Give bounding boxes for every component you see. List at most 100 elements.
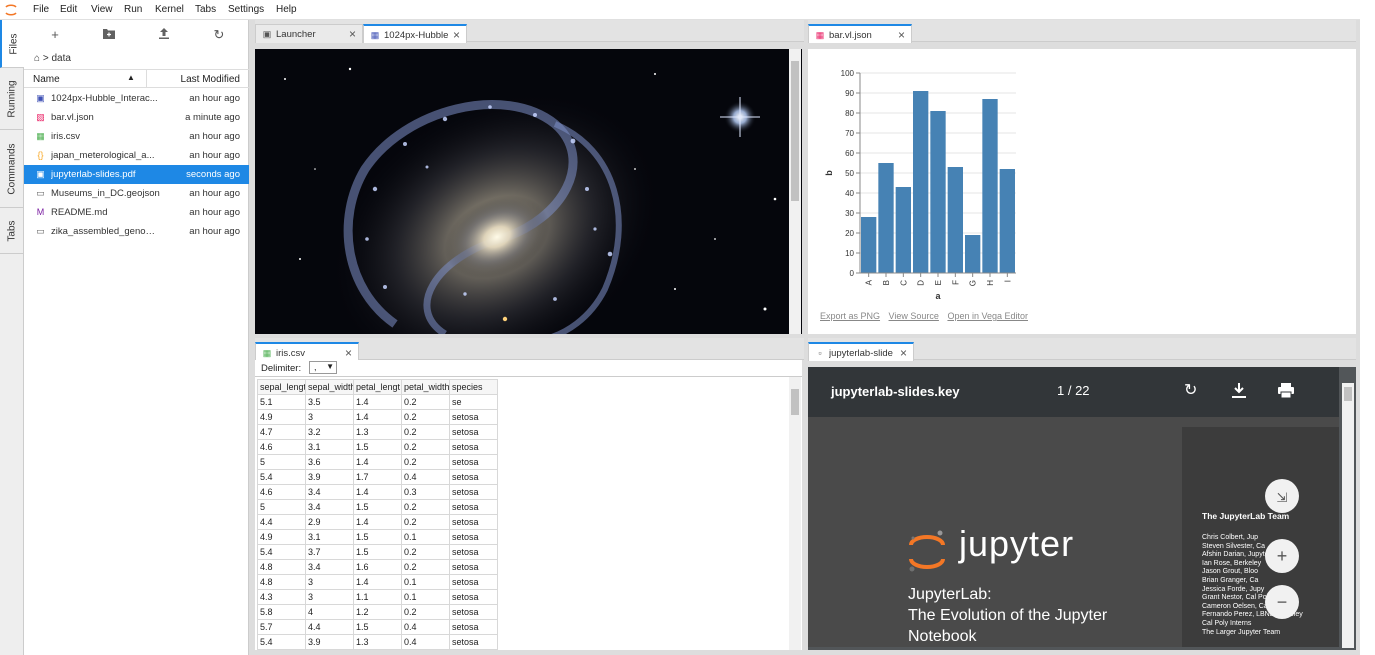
csv-cell[interactable]: setosa: [449, 424, 498, 440]
image-scrollbar[interactable]: [789, 49, 801, 334]
csv-cell[interactable]: 5: [257, 454, 306, 470]
csv-cell[interactable]: 4.4: [305, 619, 354, 635]
csv-cell[interactable]: 0.1: [401, 574, 450, 590]
zoom-out-button[interactable]: −: [1265, 585, 1299, 619]
csv-cell[interactable]: 4.6: [257, 439, 306, 455]
csv-cell[interactable]: 4.4: [257, 514, 306, 530]
csv-cell[interactable]: 5.7: [257, 619, 306, 635]
tab-slides-pdf[interactable]: ▫ jupyterlab-slide ×: [808, 342, 914, 361]
csv-scrollbar[interactable]: [789, 377, 801, 650]
csv-cell[interactable]: 0.4: [401, 634, 450, 650]
close-icon[interactable]: ×: [452, 28, 460, 42]
csv-cell[interactable]: 1.4: [353, 409, 402, 425]
menu-run[interactable]: Run: [124, 4, 143, 15]
file-row[interactable]: ▭ Museums_in_DC.geojson an hour ago: [24, 184, 249, 203]
menu-help[interactable]: Help: [276, 4, 297, 15]
export-png-link[interactable]: Export as PNG: [820, 311, 881, 321]
csv-cell[interactable]: 2.9: [305, 514, 354, 530]
menu-tabs[interactable]: Tabs: [195, 4, 217, 15]
home-icon[interactable]: ⌂: [34, 53, 41, 64]
csv-cell[interactable]: 1.4: [353, 454, 402, 470]
open-vega-editor-link[interactable]: Open in Vega Editor: [947, 311, 1028, 321]
file-row[interactable]: ▭ zika_assembled_genom... an hour ago: [24, 222, 249, 241]
tab-running[interactable]: Running: [0, 68, 24, 130]
close-icon[interactable]: ×: [344, 346, 352, 360]
csv-column-header[interactable]: sepal_lengt: [257, 379, 306, 395]
tab-commands[interactable]: Commands: [0, 130, 24, 208]
csv-cell[interactable]: setosa: [449, 634, 498, 650]
file-row[interactable]: ▧ bar.vl.json a minute ago: [24, 108, 249, 127]
file-row[interactable]: ▣ 1024px-Hubble_Interac... an hour ago: [24, 89, 249, 108]
pdf-scrollbar[interactable]: [1342, 383, 1354, 648]
csv-cell[interactable]: setosa: [449, 499, 498, 515]
csv-cell[interactable]: 3.1: [305, 439, 354, 455]
csv-cell[interactable]: 4: [305, 604, 354, 620]
csv-column-header[interactable]: petal_lengt: [353, 379, 402, 395]
csv-cell[interactable]: 1.4: [353, 484, 402, 500]
csv-column-header[interactable]: species: [449, 379, 498, 395]
csv-cell[interactable]: 3.9: [305, 469, 354, 485]
csv-cell[interactable]: 0.2: [401, 409, 450, 425]
csv-cell[interactable]: 4.9: [257, 409, 306, 425]
csv-cell[interactable]: 3.4: [305, 559, 354, 575]
csv-cell[interactable]: setosa: [449, 484, 498, 500]
csv-cell[interactable]: 4.9: [257, 529, 306, 545]
menu-settings[interactable]: Settings: [228, 4, 265, 15]
csv-cell[interactable]: setosa: [449, 619, 498, 635]
file-row[interactable]: ▣ jupyterlab-slides.pdf seconds ago: [24, 165, 249, 184]
csv-cell[interactable]: 3.6: [305, 454, 354, 470]
csv-cell[interactable]: 1.4: [353, 574, 402, 590]
close-icon[interactable]: ×: [348, 27, 356, 41]
csv-cell[interactable]: 0.4: [401, 619, 450, 635]
upload-icon[interactable]: [159, 28, 169, 39]
new-launcher-icon[interactable]: +: [51, 27, 59, 42]
csv-cell[interactable]: setosa: [449, 514, 498, 530]
csv-cell[interactable]: setosa: [449, 409, 498, 425]
close-icon[interactable]: ×: [899, 346, 907, 360]
csv-cell[interactable]: 5: [257, 499, 306, 515]
csv-cell[interactable]: setosa: [449, 439, 498, 455]
csv-cell[interactable]: 4.8: [257, 559, 306, 575]
csv-cell[interactable]: 5.8: [257, 604, 306, 620]
csv-cell[interactable]: 0.2: [401, 514, 450, 530]
csv-cell[interactable]: 3: [305, 589, 354, 605]
csv-cell[interactable]: setosa: [449, 529, 498, 545]
breadcrumb-current[interactable]: data: [51, 53, 71, 64]
csv-cell[interactable]: setosa: [449, 559, 498, 575]
csv-cell[interactable]: setosa: [449, 574, 498, 590]
bar[interactable]: [913, 91, 929, 273]
tab-iris-csv[interactable]: ▦ iris.csv ×: [255, 342, 359, 361]
bar[interactable]: [947, 167, 963, 273]
bar[interactable]: [895, 187, 911, 273]
menu-view[interactable]: View: [91, 4, 113, 15]
menu-kernel[interactable]: Kernel: [155, 4, 184, 15]
tab-files[interactable]: Files: [0, 20, 24, 68]
csv-cell[interactable]: 1.5: [353, 544, 402, 560]
csv-cell[interactable]: 4.6: [257, 484, 306, 500]
csv-cell[interactable]: 3: [305, 574, 354, 590]
file-row[interactable]: ▦ iris.csv an hour ago: [24, 127, 249, 146]
csv-cell[interactable]: 5.1: [257, 394, 306, 410]
csv-cell[interactable]: setosa: [449, 454, 498, 470]
csv-cell[interactable]: 4.3: [257, 589, 306, 605]
rotate-icon[interactable]: ↻: [1184, 382, 1198, 399]
csv-cell[interactable]: 1.5: [353, 499, 402, 515]
csv-cell[interactable]: 3.4: [305, 499, 354, 515]
new-folder-icon[interactable]: [103, 28, 115, 39]
csv-cell[interactable]: 1.5: [353, 529, 402, 545]
bar[interactable]: [982, 99, 998, 273]
csv-cell[interactable]: 1.2: [353, 604, 402, 620]
csv-cell[interactable]: 3.4: [305, 484, 354, 500]
bar[interactable]: [965, 235, 981, 273]
menu-edit[interactable]: Edit: [60, 4, 78, 15]
csv-cell[interactable]: 3.5: [305, 394, 354, 410]
csv-cell[interactable]: 4.7: [257, 424, 306, 440]
csv-cell[interactable]: 1.3: [353, 424, 402, 440]
bar[interactable]: [930, 111, 946, 273]
zoom-in-button[interactable]: +: [1265, 539, 1299, 573]
column-name[interactable]: Name: [33, 74, 60, 85]
csv-cell[interactable]: 0.2: [401, 499, 450, 515]
csv-cell[interactable]: 3.1: [305, 529, 354, 545]
csv-cell[interactable]: setosa: [449, 544, 498, 560]
csv-cell[interactable]: 0.2: [401, 439, 450, 455]
